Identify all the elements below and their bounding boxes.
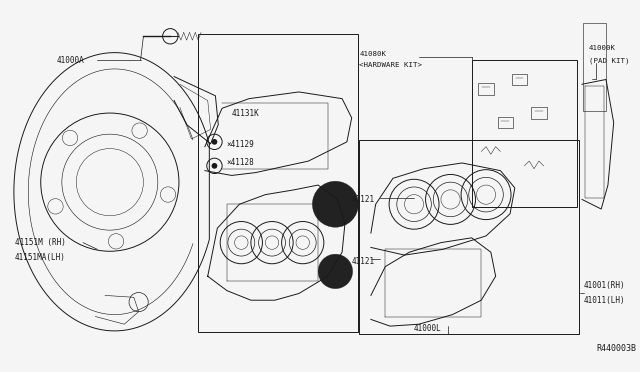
Bar (478, 83, 493, 95)
Bar (512, 74, 527, 85)
Text: ×41129: ×41129 (226, 140, 253, 149)
Bar (531, 107, 547, 119)
Text: 41011(LH): 41011(LH) (584, 296, 625, 305)
Bar (472, 60, 577, 207)
Text: 41151M (RH): 41151M (RH) (15, 238, 66, 247)
Circle shape (318, 254, 353, 289)
Bar (360, 140, 579, 334)
Text: 41001(RH): 41001(RH) (584, 281, 625, 290)
Text: (PAD KIT): (PAD KIT) (589, 57, 629, 64)
Text: 41000L: 41000L (414, 324, 442, 334)
Circle shape (212, 139, 218, 145)
Text: 41000K: 41000K (589, 45, 616, 51)
Bar (198, 34, 358, 332)
Bar (583, 23, 606, 111)
Circle shape (212, 163, 218, 169)
Text: 41000A: 41000A (57, 56, 85, 65)
Text: 41121: 41121 (352, 257, 375, 266)
Text: <HARDWARE KIT>: <HARDWARE KIT> (360, 62, 422, 68)
Text: 41151MA(LH): 41151MA(LH) (15, 253, 66, 262)
Bar (497, 117, 513, 128)
Circle shape (312, 181, 358, 227)
Text: 41131K: 41131K (232, 109, 259, 118)
Text: R440003B: R440003B (596, 344, 636, 353)
Text: ×41128: ×41128 (226, 158, 253, 167)
Text: 41080K: 41080K (360, 51, 387, 57)
Text: 41121: 41121 (352, 195, 375, 204)
